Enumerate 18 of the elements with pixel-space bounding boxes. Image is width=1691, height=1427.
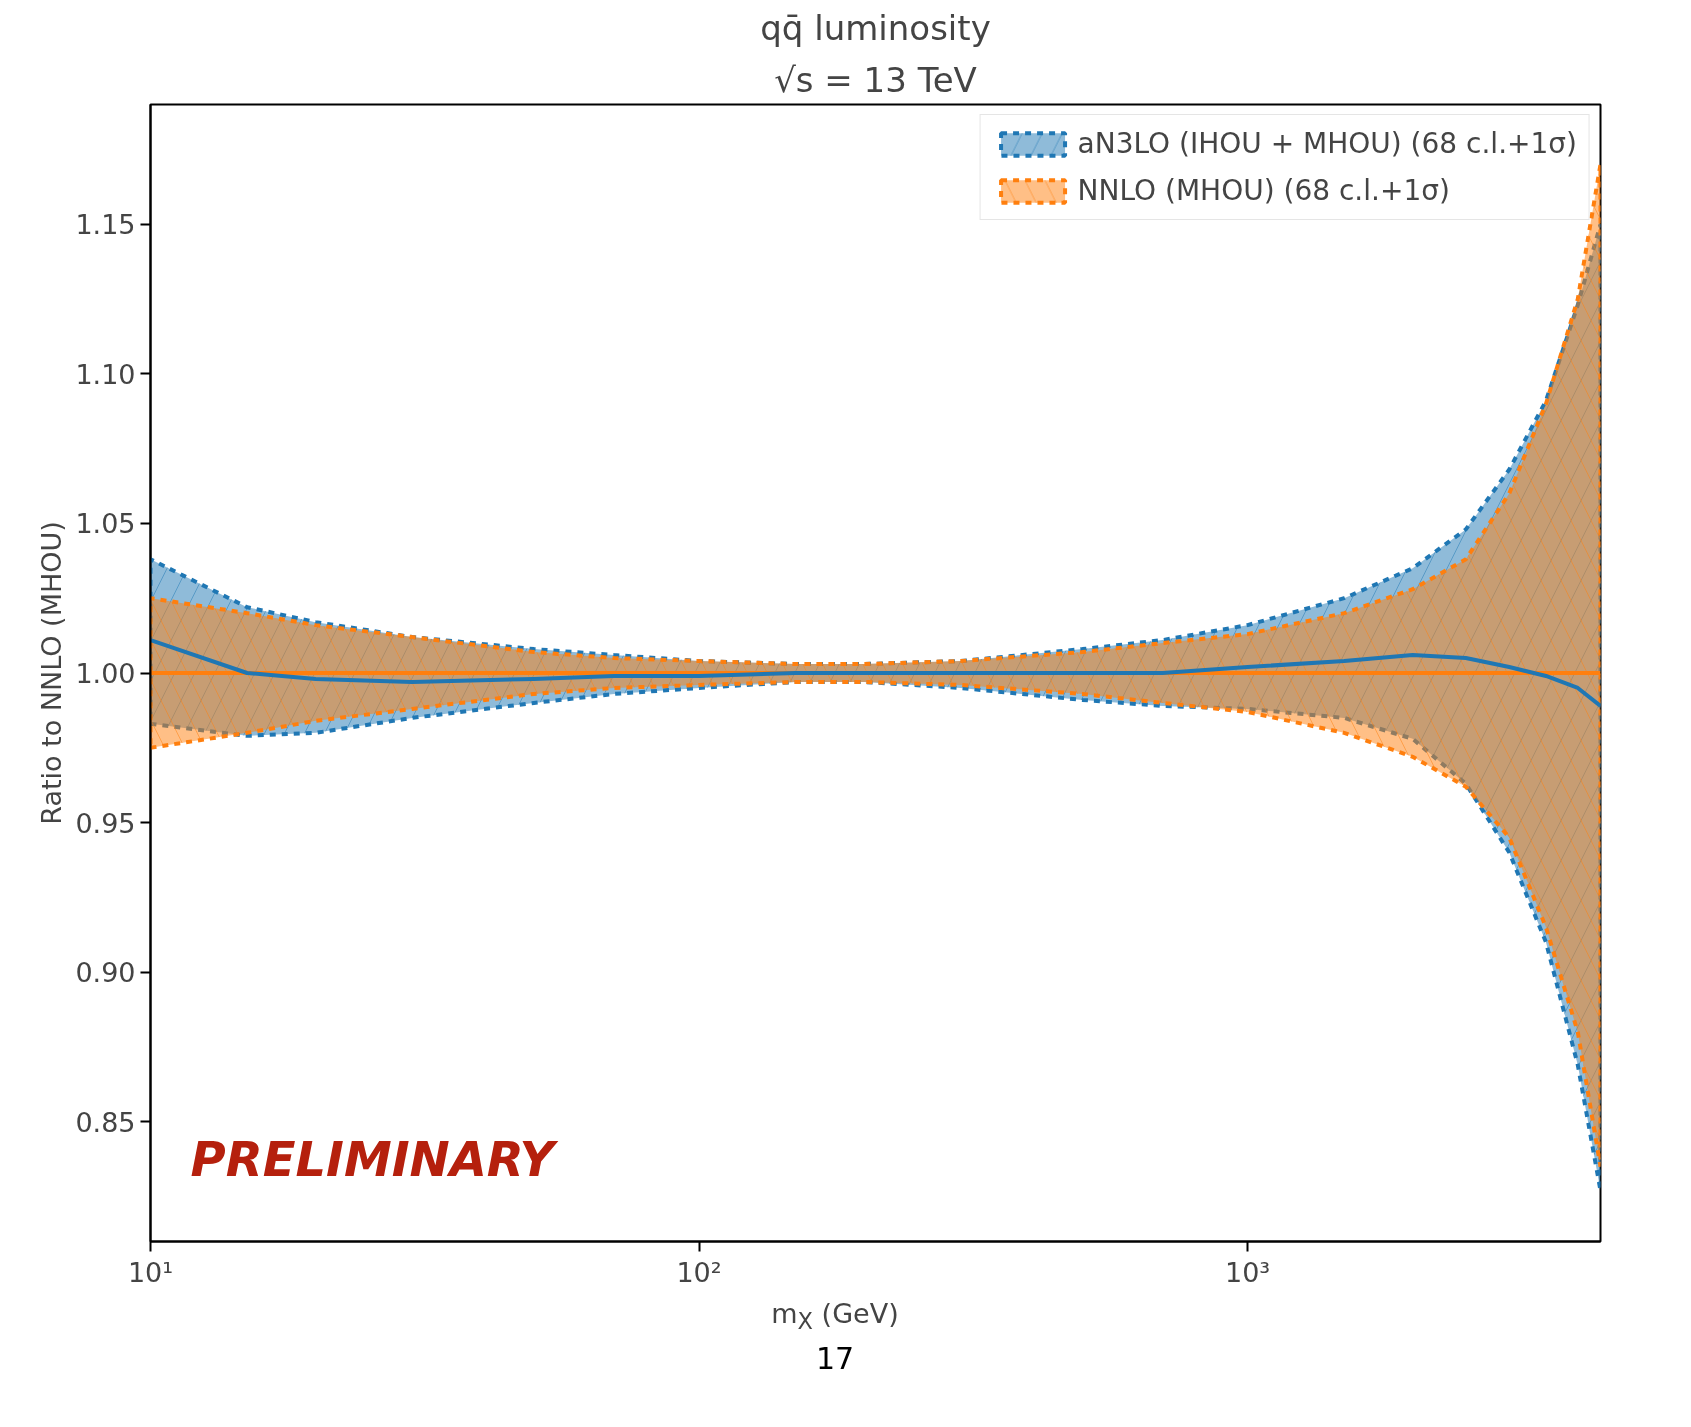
y-tick-label: 1.00 [75, 658, 136, 689]
annotation: PRELIMINARY [190, 1130, 559, 1187]
x-tick-label: 10³ [1224, 1256, 1271, 1288]
legend-label: aN3LO (IHOU + MHOU) (68 c.l.+1σ) [1077, 127, 1577, 160]
chart-subtitle: √s = 13 TeV [774, 59, 977, 100]
y-tick-label: 0.90 [75, 957, 136, 989]
y-tick-label: 0.95 [75, 807, 136, 839]
x-tick-label: 10¹ [127, 1256, 174, 1288]
x-tick-label: 10² [676, 1256, 722, 1288]
legend-label: NNLO (MHOU) (68 c.l.+1σ) [1077, 174, 1450, 207]
y-tick-label: 1.05 [75, 508, 136, 540]
y-tick-label: 1.10 [75, 358, 136, 390]
y-tick-label: 0.85 [75, 1106, 136, 1138]
y-tick-label: 1.15 [75, 209, 136, 241]
y-axis-title: Ratio to NNLO (MHOU) [36, 521, 68, 825]
text: 17 [814, 1339, 856, 1378]
x-axis-title: m$_{X}$ (GeV) [770, 1297, 900, 1337]
chart-title: qq̄ luminosity [760, 7, 991, 48]
